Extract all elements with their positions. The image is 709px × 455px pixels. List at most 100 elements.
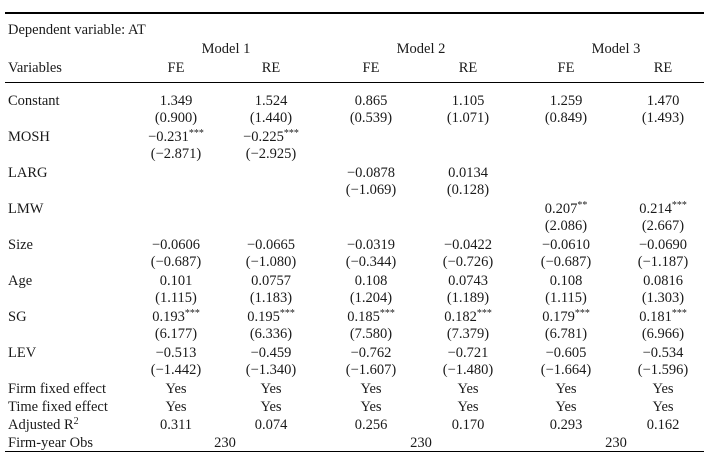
firm-year-obs-value: 230: [605, 435, 627, 451]
coefficient: 0.0134: [448, 165, 488, 181]
adjusted-r2-value: 0.162: [646, 417, 680, 433]
column-header-re: RE: [261, 60, 281, 76]
t-statistic: (1.183): [249, 290, 293, 306]
t-statistic: (−1.069): [345, 182, 397, 198]
t-statistic: (1.204): [349, 290, 393, 306]
t-statistic: (−0.687): [150, 254, 202, 270]
t-statistic: (−0.726): [442, 254, 494, 270]
model-header-1: Model 1: [201, 41, 251, 57]
t-statistic: (6.177): [154, 326, 198, 342]
t-statistic: (0.900): [154, 110, 198, 126]
coefficient: −0.225***: [243, 128, 299, 145]
t-statistic: (0.128): [446, 182, 490, 198]
time-fixed-effect-value: Yes: [555, 399, 577, 415]
significance-stars: ***: [279, 308, 295, 319]
coefficient: −0.0319: [346, 237, 396, 253]
t-statistic: (−1.187): [637, 254, 689, 270]
significance-stars: ***: [379, 308, 395, 319]
time-fixed-effect-value: Yes: [360, 399, 382, 415]
t-statistic: (1.493): [641, 110, 685, 126]
coefficient: 0.207**: [544, 200, 588, 217]
variables-header: Variables: [8, 60, 62, 76]
significance-stars: ***: [671, 200, 687, 211]
row-label-lev: LEV: [8, 345, 37, 361]
coefficient: 1.349: [159, 93, 193, 109]
coefficient: −0.762: [350, 345, 392, 361]
coefficient: 0.179***: [542, 308, 590, 325]
t-statistic: (−1.664): [540, 362, 592, 378]
t-statistic: (1.071): [446, 110, 490, 126]
t-statistic: (−0.344): [345, 254, 397, 270]
firm-fixed-effect-value: Yes: [260, 381, 282, 397]
column-header-fe: FE: [362, 60, 380, 76]
t-statistic: (−0.687): [540, 254, 592, 270]
t-statistic: (0.849): [544, 110, 588, 126]
coefficient: 0.181***: [639, 308, 687, 325]
t-statistic: (1.440): [249, 110, 293, 126]
row-label-constant: Constant: [8, 93, 60, 109]
coefficient: −0.534: [642, 345, 684, 361]
t-statistic: (7.580): [349, 326, 393, 342]
firm-fixed-effect-label: Firm fixed effect: [8, 381, 106, 397]
adjusted-r2-value: 0.256: [354, 417, 388, 433]
significance-stars: **: [577, 200, 588, 211]
coefficient: −0.0610: [541, 237, 591, 253]
coefficient: 0.185***: [347, 308, 395, 325]
column-header-fe: FE: [167, 60, 185, 76]
significance-stars: ***: [671, 308, 687, 319]
coefficient: −0.0878: [346, 165, 396, 181]
significance-stars: ***: [476, 308, 492, 319]
significance-stars: ***: [283, 128, 299, 139]
column-header-fe: FE: [557, 60, 575, 76]
top-rule: [5, 12, 704, 14]
row-label-age: Age: [8, 273, 33, 289]
coefficient: −0.0606: [151, 237, 201, 253]
t-statistic: (0.539): [349, 110, 393, 126]
t-statistic: (2.667): [641, 218, 685, 234]
time-fixed-effect-value: Yes: [652, 399, 674, 415]
t-statistic: (−1.607): [345, 362, 397, 378]
t-statistic: (1.189): [446, 290, 490, 306]
t-statistic: (6.966): [641, 326, 685, 342]
coefficient: 0.195***: [247, 308, 295, 325]
time-fixed-effect-value: Yes: [165, 399, 187, 415]
adjusted-r2-label: Adjusted R2: [8, 416, 79, 433]
row-label-mosh: MOSH: [8, 129, 50, 145]
firm-year-obs-value: 230: [214, 435, 236, 451]
coefficient: 1.105: [451, 93, 485, 109]
row-label-sg: SG: [8, 309, 27, 325]
firm-year-obs-value: 230: [410, 435, 432, 451]
t-statistic: (−1.340): [245, 362, 297, 378]
coefficient: −0.721: [447, 345, 489, 361]
dependent-variable-title: Dependent variable: AT: [8, 22, 146, 38]
firm-fixed-effect-value: Yes: [457, 381, 479, 397]
time-fixed-effect-label: Time fixed effect: [8, 399, 108, 415]
t-statistic: (2.086): [544, 218, 588, 234]
coefficient: 0.108: [354, 273, 388, 289]
model-header-2: Model 2: [396, 41, 446, 57]
t-statistic: (6.336): [249, 326, 293, 342]
t-statistic: (7.379): [446, 326, 490, 342]
coefficient: 0.214***: [639, 200, 687, 217]
row-label-size: Size: [8, 237, 33, 253]
coefficient: 0.101: [159, 273, 193, 289]
t-statistic: (1.115): [545, 290, 587, 306]
significance-stars: ***: [574, 308, 590, 319]
firm-fixed-effect-value: Yes: [360, 381, 382, 397]
coefficient: −0.605: [545, 345, 587, 361]
adjusted-r2-value: 0.311: [159, 417, 193, 433]
coefficient: 1.259: [549, 93, 583, 109]
coefficient: 0.108: [549, 273, 583, 289]
coefficient: −0.231***: [148, 128, 204, 145]
model-header-3: Model 3: [591, 41, 641, 57]
coefficient: 1.524: [254, 93, 288, 109]
firm-fixed-effect-value: Yes: [165, 381, 187, 397]
firm-fixed-effect-value: Yes: [555, 381, 577, 397]
coefficient: 0.0757: [251, 273, 291, 289]
coefficient: −0.0690: [638, 237, 688, 253]
t-statistic: (−2.925): [245, 146, 297, 162]
column-header-re: RE: [653, 60, 673, 76]
column-header-re: RE: [458, 60, 478, 76]
t-statistic: (−1.080): [245, 254, 297, 270]
coefficient: −0.513: [155, 345, 197, 361]
